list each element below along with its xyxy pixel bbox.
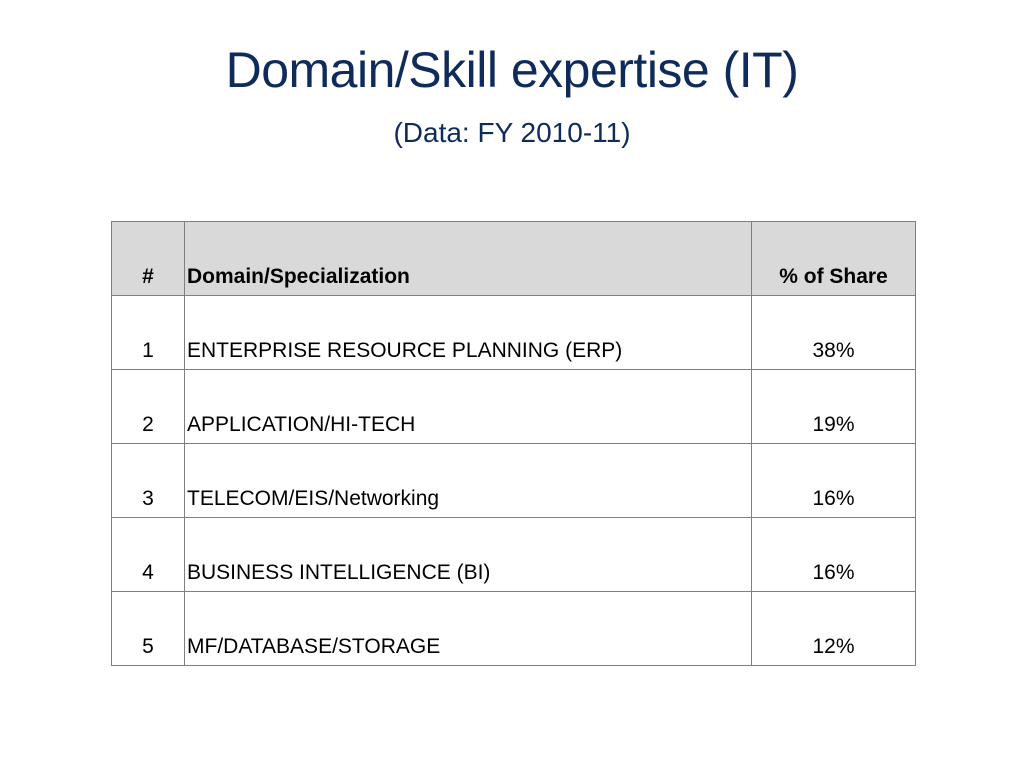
table-row: 2 APPLICATION/HI-TECH 19% — [111, 369, 916, 444]
header-domain: Domain/Specialization — [184, 221, 752, 296]
slide-subtitle: (Data: FY 2010-11) — [393, 117, 631, 148]
row-number: 5 — [111, 591, 185, 666]
row-number: 4 — [111, 517, 185, 592]
row-number: 2 — [111, 369, 185, 444]
domain-share-table: # Domain/Specialization % of Share 1 ENT… — [111, 221, 916, 666]
row-share: 16% — [751, 517, 916, 592]
row-number: 1 — [111, 295, 185, 370]
header-number: # — [111, 221, 185, 296]
table-body: 1 ENTERPRISE RESOURCE PLANNING (ERP) 38%… — [111, 295, 916, 666]
table-row: 3 TELECOM/EIS/Networking 16% — [111, 443, 916, 518]
row-number: 3 — [111, 443, 185, 518]
row-domain: APPLICATION/HI-TECH — [184, 369, 752, 444]
header-share: % of Share — [751, 221, 916, 296]
header-row: # Domain/Specialization % of Share — [111, 221, 916, 296]
row-share: 38% — [751, 295, 916, 370]
row-share: 16% — [751, 443, 916, 518]
slide-title: Domain/Skill expertise (IT) — [225, 42, 799, 98]
row-domain: TELECOM/EIS/Networking — [184, 443, 752, 518]
table-row: 1 ENTERPRISE RESOURCE PLANNING (ERP) 38% — [111, 295, 916, 370]
row-share: 19% — [751, 369, 916, 444]
table-header: # Domain/Specialization % of Share — [111, 221, 916, 296]
row-domain: MF/DATABASE/STORAGE — [184, 591, 752, 666]
row-domain: BUSINESS INTELLIGENCE (BI) — [184, 517, 752, 592]
table-row: 4 BUSINESS INTELLIGENCE (BI) 16% — [111, 517, 916, 592]
row-share: 12% — [751, 591, 916, 666]
table-row: 5 MF/DATABASE/STORAGE 12% — [111, 591, 916, 666]
row-domain: ENTERPRISE RESOURCE PLANNING (ERP) — [184, 295, 752, 370]
